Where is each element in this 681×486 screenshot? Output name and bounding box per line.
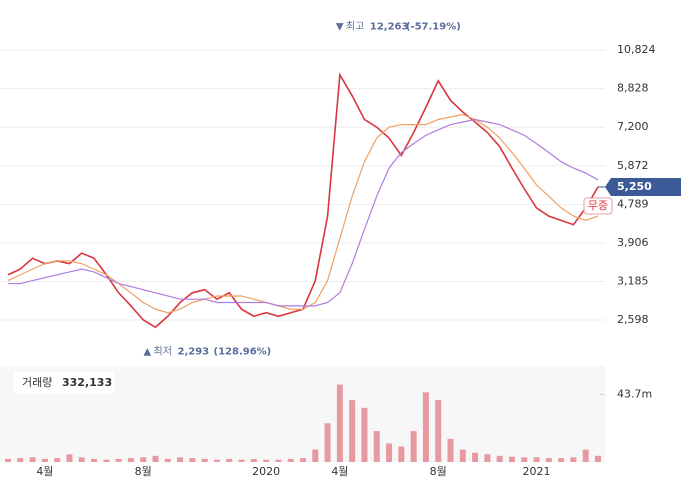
volume-bar (447, 438, 454, 462)
volume-bar (177, 457, 184, 462)
y-tick-label: 10,824 (617, 43, 656, 56)
high-text: 최고 (346, 20, 364, 32)
y-tick-label: 3,185 (617, 274, 649, 287)
volume-current: 332,133 (62, 376, 112, 389)
x-tick-label: 8월 (430, 465, 447, 478)
volume-bar (17, 458, 24, 462)
volume-bar (152, 455, 159, 462)
y-tick-label: 5,872 (617, 159, 649, 172)
current-price-badge (605, 177, 681, 196)
low-marker: ▲ (144, 347, 152, 358)
volume-bar (582, 449, 589, 462)
volume-bar (472, 452, 479, 462)
y-tick-label: 8,828 (617, 82, 649, 95)
volume-bar (127, 458, 134, 462)
y-tick-label: 3,906 (617, 236, 649, 249)
volume-bar (263, 459, 270, 462)
high-note: (-57.19%) (406, 21, 461, 32)
volume-bar (250, 458, 257, 462)
y-tick-label: 7,200 (617, 120, 649, 133)
x-tick-label: 2020 (252, 465, 280, 478)
volume-bar (558, 458, 565, 462)
x-tick-label: 8월 (135, 465, 152, 478)
high-value: 12,263 (370, 21, 409, 32)
volume-bar (484, 454, 491, 462)
volume-bar (324, 423, 331, 462)
volume-title-box (14, 372, 114, 394)
event-box (583, 197, 613, 215)
volume-bar (287, 458, 294, 462)
volume-bar (226, 458, 233, 462)
volume-bar (91, 458, 98, 462)
volume-bar (5, 458, 11, 462)
y-tick-label: 2,598 (617, 313, 649, 326)
current-price: 5,250 (617, 180, 652, 193)
volume-bar (312, 449, 319, 462)
volume-bar (570, 457, 577, 462)
volume-bar (459, 449, 466, 462)
volume-bar (29, 457, 36, 462)
volume-bar (496, 455, 503, 462)
volume-bar (189, 458, 196, 462)
volume-bar (115, 458, 122, 462)
x-tick-label: 2021 (523, 465, 551, 478)
volume-bar (78, 457, 85, 462)
volume-bar (508, 456, 515, 462)
price-line (7, 113, 599, 314)
price-line (8, 118, 599, 307)
volume-bar (595, 455, 601, 462)
volume-bar (398, 446, 405, 462)
volume-bar (164, 458, 171, 462)
volume-bar (41, 458, 48, 462)
high-marker: ▼ (336, 21, 344, 32)
volume-bar (386, 443, 393, 462)
volume-bar (54, 458, 61, 462)
volume-bar (275, 459, 282, 462)
event-label: 무증 (588, 199, 608, 212)
volume-bar (521, 457, 528, 462)
volume-tick-label: 43.7m (617, 387, 652, 400)
x-tick-label: 4월 (36, 465, 53, 478)
low-value: 2,293 (178, 347, 210, 358)
volume-bar (435, 400, 442, 462)
volume-bar (140, 457, 147, 462)
volume-bar (66, 454, 73, 462)
volume-bar (213, 459, 220, 462)
volume-bar (361, 407, 368, 462)
volume-bar (533, 457, 540, 462)
volume-bar (336, 384, 343, 462)
volume-bar (349, 400, 356, 462)
volume-bar (422, 392, 429, 462)
low-text: 최저 (154, 346, 172, 358)
x-tick-label: 4월 (331, 465, 348, 478)
volume-bar (373, 431, 380, 462)
volume-title: 거래량 (22, 376, 52, 389)
low-note: (128.96%) (214, 347, 272, 358)
volume-bar (300, 458, 306, 462)
volume-bar (103, 459, 110, 462)
volume-bar (545, 458, 552, 462)
volume-bar (410, 431, 417, 462)
price-line (7, 72, 599, 329)
y-tick-label: 4,789 (617, 197, 649, 210)
volume-bar (201, 458, 208, 462)
volume-bar (238, 459, 245, 462)
